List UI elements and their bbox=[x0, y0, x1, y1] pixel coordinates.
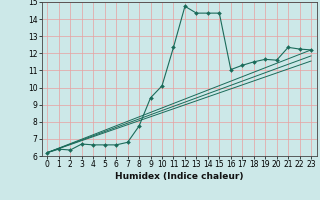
X-axis label: Humidex (Indice chaleur): Humidex (Indice chaleur) bbox=[115, 172, 244, 181]
